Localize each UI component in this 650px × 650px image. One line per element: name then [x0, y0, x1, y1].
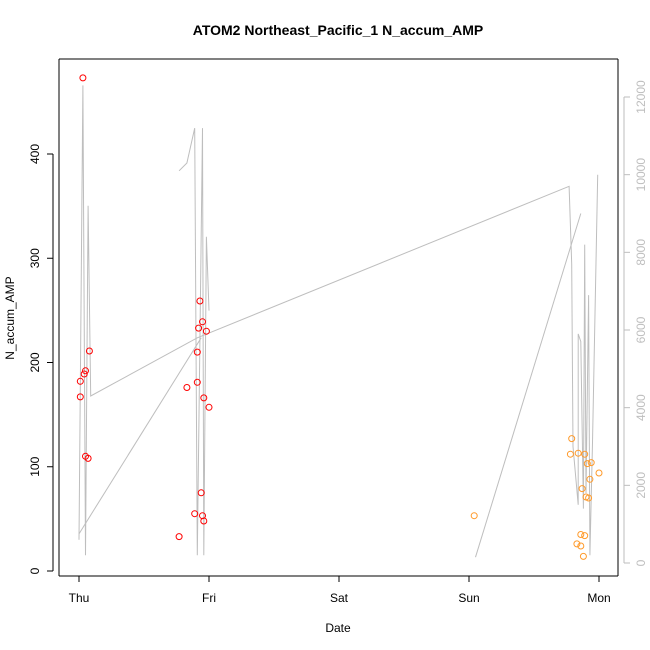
data-point-series-0	[193, 378, 201, 386]
y-tick-label: 200	[28, 352, 42, 372]
axes: Thu Fri Sat Sun Mon0100200300400020004000600…	[28, 80, 648, 605]
data-point-series-0	[191, 510, 199, 518]
right-axis-line-series	[78, 85, 599, 558]
data-point-series-1	[574, 449, 582, 457]
y2-tick-label: 10000	[634, 158, 648, 192]
y-tick-label: 0	[28, 567, 42, 574]
scatter-points	[76, 74, 603, 560]
data-point-series-0	[195, 324, 203, 332]
data-point-series-0	[84, 454, 92, 462]
line-series-1	[178, 127, 210, 556]
data-point-series-0	[205, 403, 213, 411]
data-point-series-1	[577, 531, 585, 538]
y-tick-label: 300	[28, 248, 42, 268]
y-tick-label: 400	[28, 144, 42, 164]
x-tick-label: Mon	[587, 591, 610, 605]
x-axis-label: Date	[325, 621, 351, 635]
data-point-series-0	[199, 318, 206, 326]
x-tick-label: Sat	[330, 591, 349, 605]
y2-tick-label: 0	[634, 559, 648, 566]
data-point-series-1	[586, 475, 594, 483]
line-series-3	[475, 213, 582, 558]
data-point-series-0	[200, 394, 208, 402]
data-point-series-1	[587, 459, 595, 467]
data-point-series-1	[581, 450, 589, 458]
y2-tick-label: 12000	[634, 80, 648, 114]
x-tick-label: Fri	[202, 591, 216, 605]
data-point-series-0	[79, 74, 87, 82]
data-point-series-1	[581, 532, 589, 540]
data-point-series-1	[577, 542, 585, 550]
data-point-series-0	[196, 297, 204, 305]
y2-tick-label: 8000	[634, 239, 648, 266]
line-series-0	[78, 85, 599, 556]
x-tick-label: Sun	[458, 591, 479, 605]
data-point-series-1	[585, 494, 593, 502]
data-point-series-0	[202, 327, 210, 335]
data-point-series-0	[85, 347, 93, 355]
line-series-2	[78, 337, 202, 535]
data-point-series-1	[579, 552, 587, 560]
data-point-series-1	[566, 450, 574, 458]
data-point-series-1	[573, 540, 581, 548]
data-point-series-1	[583, 460, 591, 468]
data-point-series-0	[197, 489, 205, 497]
data-point-series-0	[193, 348, 201, 356]
data-point-series-0	[76, 393, 84, 401]
data-point-series-1	[595, 469, 603, 477]
data-point-series-1	[568, 435, 576, 443]
data-point-series-1	[470, 512, 478, 520]
y-axis-label: N_accum_AMP	[3, 276, 17, 359]
y2-tick-label: 4000	[634, 394, 648, 421]
data-point-series-0	[76, 377, 84, 385]
data-point-series-0	[80, 370, 88, 378]
y2-tick-label: 6000	[634, 316, 648, 343]
data-point-series-0	[82, 367, 89, 375]
x-tick-label: Thu	[69, 591, 90, 605]
y-tick-label: 100	[28, 456, 42, 476]
data-point-series-0	[183, 384, 191, 391]
data-point-series-1	[578, 485, 586, 493]
y2-tick-label: 2000	[634, 472, 648, 499]
data-point-series-0	[175, 533, 183, 541]
data-point-series-0	[200, 517, 208, 525]
chart-title: ATOM2 Northeast_Pacific_1 N_accum_AMP	[193, 22, 483, 38]
